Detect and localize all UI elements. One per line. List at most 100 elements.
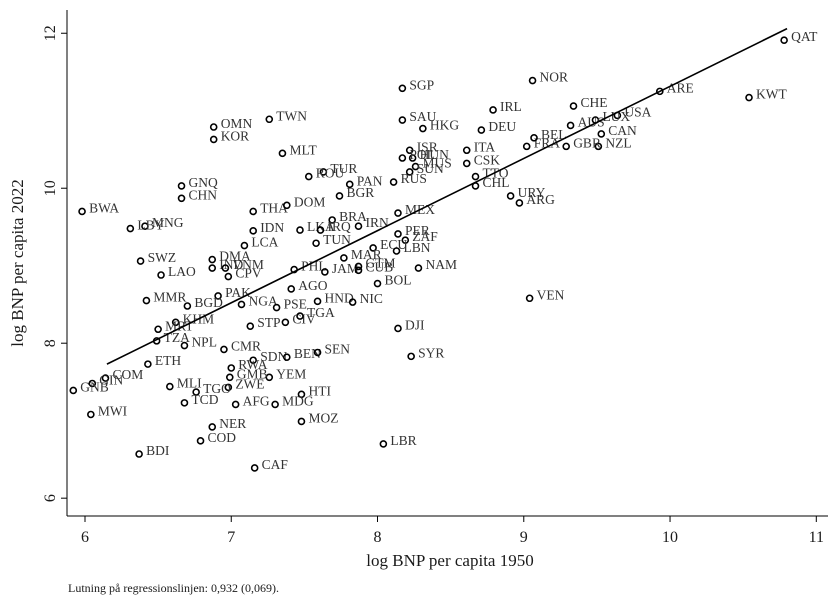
point [522,142,531,151]
point [515,199,524,207]
point-label: MRT [165,318,194,333]
point-label: ECU [380,237,407,252]
point [321,268,329,276]
point [398,154,407,162]
x-axis-title: log BNP per capita 1950 [366,551,533,570]
x-tick-label: 9 [520,529,528,546]
point-label: PAN [357,173,383,188]
point-label: NOR [540,70,569,85]
point-label: RUS [401,171,427,186]
point-label: DJI [405,317,425,332]
point-label: LBN [404,240,431,255]
point-label: DMA [219,249,251,264]
point [87,410,95,419]
point [126,224,135,233]
point-label: ETH [155,353,181,368]
point [408,154,417,162]
point [780,36,788,45]
point-label: PER [405,223,430,238]
point [398,116,407,124]
point [249,356,257,365]
point-label: OMN [221,116,253,131]
point [319,168,328,176]
point [335,192,344,200]
point-label: BRA [339,209,367,224]
point-label: HKG [430,118,459,133]
point [209,135,218,144]
point-label: MOZ [308,410,338,425]
point [177,182,186,190]
point [392,247,401,255]
point-label: IDN [260,220,284,235]
y-tick-label: 10 [42,180,59,196]
point-label: DEU [488,119,516,134]
point-label: URY [518,185,546,200]
point-label: MWI [98,403,128,418]
point-label: LBR [390,433,416,448]
point-label: BEN [294,346,321,361]
point [231,400,240,409]
point-label: VEN [537,287,565,302]
point [265,373,274,382]
point [379,440,388,448]
point [405,168,414,176]
point-label: CHE [581,95,608,110]
point-label: USA [624,104,651,119]
point [312,239,320,248]
point-label: MLI [177,376,202,391]
x-tick-label: 6 [81,529,89,546]
point-label: ROU [316,166,345,181]
point [208,255,217,264]
point [394,209,402,217]
point-label: MUS [423,156,452,171]
point [249,207,257,216]
point [214,292,222,300]
point [373,279,382,288]
point-label: AFG [243,393,270,408]
point-label: LCA [251,235,278,250]
point-label: CMR [231,338,261,353]
point [166,382,174,391]
point [348,298,357,306]
point-label: IRQ [327,219,351,234]
point-label: TWN [276,108,307,123]
point-label: CSK [474,152,501,167]
point [250,464,259,472]
point-label: DOM [294,194,326,209]
point-label: GIN [99,372,123,387]
point-label: COM [112,367,143,382]
point [265,115,274,124]
point [271,400,279,409]
point-label: FRA [534,135,561,150]
point [224,383,233,392]
point [183,302,192,310]
point [528,76,537,85]
point-label: IRN [365,215,389,230]
point [525,294,534,303]
point [240,241,249,250]
point-label: NGA [248,293,277,308]
point-label: PHL [301,259,327,274]
point-label: AUS [578,114,605,129]
point-label: GMB [237,366,268,381]
point [221,264,230,272]
point [227,364,236,372]
point [354,222,363,230]
point [136,257,145,265]
point [281,318,290,327]
point-label: BGR [346,185,374,200]
point-label: ARE [667,80,694,95]
point-label: ITA [474,139,496,154]
point [462,159,471,168]
point [354,266,363,275]
point-label: SYR [418,345,444,360]
y-tick-label: 8 [42,339,59,347]
point [144,360,152,368]
point-label: ISR [417,139,438,154]
point [208,423,217,431]
point [345,180,354,189]
point-label: HTI [308,383,331,398]
point-label: CHL [483,175,510,190]
point [316,226,325,234]
